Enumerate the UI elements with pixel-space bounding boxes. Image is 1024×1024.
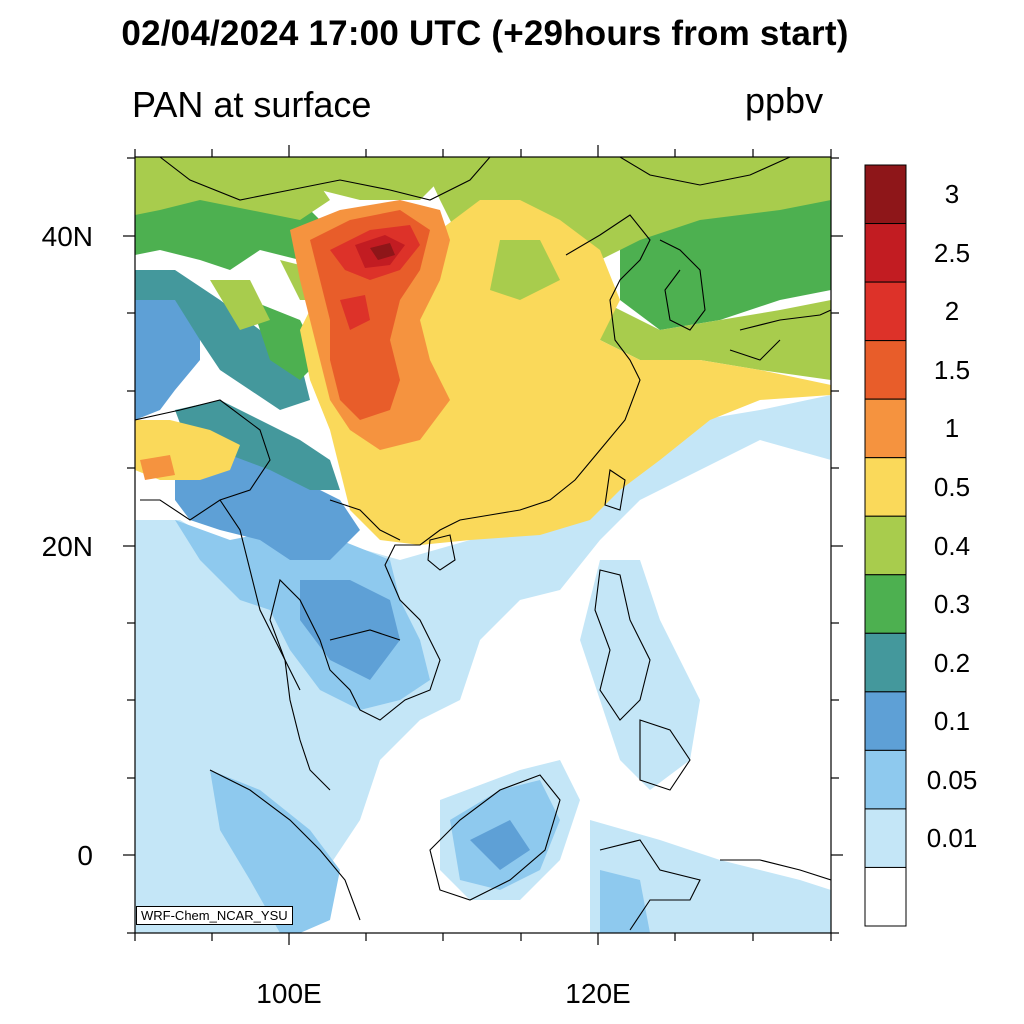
colorbar-swatch [864, 866, 907, 927]
colorbar-swatch [864, 281, 907, 342]
colorbar-swatch [864, 515, 907, 576]
colorbar-tick-label: 0.01 [926, 823, 978, 854]
colorbar-tick-label: 3 [944, 179, 960, 210]
colorbar-swatch [864, 632, 907, 693]
colorbar-tick-label: 2 [944, 296, 960, 327]
colorbar-swatch [864, 457, 907, 517]
colorbar-swatch [864, 164, 907, 225]
colorbar-tick-label: 1.5 [933, 354, 971, 385]
colorbar-swatch [864, 749, 907, 810]
colorbar-swatch [864, 691, 907, 751]
colorbar-tick-label: 2.5 [933, 237, 971, 268]
concentration-field [135, 157, 831, 933]
map-title: 02/04/2024 17:00 UTC (+29hours from star… [121, 14, 849, 53]
colorbar-swatch [864, 223, 907, 283]
colorbar-tick-label: 0.3 [933, 589, 971, 620]
units-label: ppbv [745, 80, 824, 121]
colorbar-tick-label: 0.1 [933, 706, 971, 737]
map-frame [134, 156, 832, 934]
lat-label-40n: 40N [41, 221, 93, 252]
lat-label-0: 0 [77, 840, 93, 871]
colorbar [864, 164, 907, 927]
lat-label-20n: 20N [41, 531, 93, 562]
lon-label-100e: 100E [256, 978, 322, 1009]
colorbar-tick-label: 0.4 [933, 530, 971, 561]
variable-label: PAN at surface [132, 84, 372, 125]
axis-ticks [123, 145, 843, 945]
colorbar-tick-label: 0.5 [933, 471, 971, 502]
colorbar-tick-label: 0.05 [926, 764, 978, 795]
colorbar-tick-label: 1 [944, 413, 960, 444]
colorbar-swatch [864, 340, 907, 400]
model-credit: WRF-Chem_NCAR_YSU [136, 906, 293, 925]
coastlines [135, 157, 831, 931]
lon-label-120e: 120E [565, 978, 631, 1009]
colorbar-swatch [864, 808, 907, 868]
colorbar-tick-label: 0.2 [933, 647, 971, 678]
colorbar-swatch [864, 574, 907, 634]
colorbar-swatch [864, 398, 907, 459]
